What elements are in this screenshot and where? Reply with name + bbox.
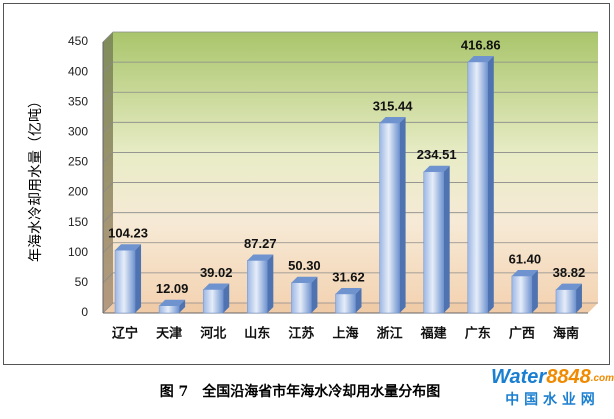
y-tick-label: 250 bbox=[68, 155, 88, 169]
bar-side bbox=[179, 299, 186, 313]
value-label: 416.86 bbox=[461, 37, 501, 52]
x-tick-label: 山东 bbox=[244, 326, 270, 342]
bar bbox=[291, 282, 312, 314]
x-tick-label: 上海 bbox=[332, 326, 358, 342]
value-label: 234.51 bbox=[417, 147, 457, 162]
bar-top bbox=[115, 244, 142, 251]
frame bbox=[3, 3, 610, 365]
y-axis-label: 年海水冷却用水量（亿吨） bbox=[28, 94, 44, 262]
bar-side bbox=[311, 276, 318, 313]
value-label: 87.27 bbox=[244, 236, 277, 251]
bar-top bbox=[203, 283, 230, 290]
x-tick-label: 河北 bbox=[200, 326, 226, 342]
bar bbox=[467, 61, 489, 314]
bar-top bbox=[423, 165, 450, 172]
value-label: 12.09 bbox=[156, 281, 189, 296]
watermark-subtitle: 中 国 水 业 网 bbox=[505, 391, 595, 408]
bar-top bbox=[379, 117, 406, 124]
bar bbox=[335, 293, 356, 314]
grid-line bbox=[102, 121, 598, 133]
y-tick-label: 350 bbox=[68, 94, 88, 108]
bar-side bbox=[355, 287, 362, 313]
bar bbox=[511, 275, 533, 314]
bar-side bbox=[575, 283, 582, 313]
bar-top bbox=[159, 299, 186, 306]
y-tick-label: 100 bbox=[68, 245, 88, 259]
bar-top bbox=[247, 254, 274, 261]
x-tick-label: 广东 bbox=[465, 326, 491, 342]
grid-line bbox=[102, 61, 598, 73]
bar bbox=[247, 260, 268, 314]
x-tick-label: 福建 bbox=[420, 326, 447, 342]
side-wall bbox=[103, 32, 113, 313]
grid-line bbox=[102, 152, 598, 163]
caption: 图 7 全国沿海省市年海水冷却用水量分布图 bbox=[160, 383, 441, 400]
bar-side bbox=[267, 254, 274, 313]
y-tick-label: 400 bbox=[68, 64, 88, 78]
bar-side bbox=[531, 270, 538, 313]
y-tick-label: 0 bbox=[81, 305, 88, 319]
grid-line bbox=[102, 31, 598, 43]
value-label: 315.44 bbox=[373, 98, 414, 113]
bar-side bbox=[135, 244, 142, 313]
bar bbox=[202, 289, 224, 314]
bar-side bbox=[443, 165, 450, 313]
watermark: Water8848.com 中 国 水 业 网 bbox=[491, 366, 614, 408]
bar-side bbox=[223, 283, 230, 313]
y-tick-label: 200 bbox=[68, 185, 88, 199]
grid-line bbox=[102, 91, 598, 103]
value-label: 39.02 bbox=[200, 265, 233, 280]
bar-side bbox=[399, 117, 406, 313]
bar bbox=[158, 305, 180, 314]
x-tick-label: 天津 bbox=[156, 326, 182, 342]
x-tick-label: 海南 bbox=[553, 326, 579, 342]
x-tick-label: 辽宁 bbox=[112, 326, 138, 342]
bar-top bbox=[291, 276, 318, 283]
bar-top bbox=[555, 283, 582, 290]
y-tick-label: 300 bbox=[68, 125, 88, 139]
x-tick-label: 浙江 bbox=[377, 326, 403, 342]
value-label: 31.62 bbox=[332, 269, 365, 284]
bar bbox=[114, 249, 136, 314]
bar bbox=[555, 289, 577, 314]
bar-side bbox=[487, 55, 494, 314]
watermark-part: Water8848.com bbox=[491, 366, 614, 388]
bar bbox=[379, 122, 400, 314]
x-tick-label: 江苏 bbox=[288, 326, 314, 342]
bar-top bbox=[467, 55, 494, 62]
bar bbox=[423, 171, 444, 314]
value-label: 50.30 bbox=[288, 258, 321, 273]
value-label: 104.23 bbox=[108, 226, 148, 241]
value-label: 61.40 bbox=[509, 251, 542, 266]
bar-top bbox=[335, 287, 362, 294]
value-label: 38.82 bbox=[553, 265, 586, 280]
x-tick-label: 广西 bbox=[509, 326, 535, 342]
y-tick-label: 450 bbox=[68, 34, 88, 48]
bar-top bbox=[511, 270, 538, 277]
y-tick-label: 50 bbox=[75, 275, 89, 289]
y-tick-label: 150 bbox=[68, 215, 88, 229]
